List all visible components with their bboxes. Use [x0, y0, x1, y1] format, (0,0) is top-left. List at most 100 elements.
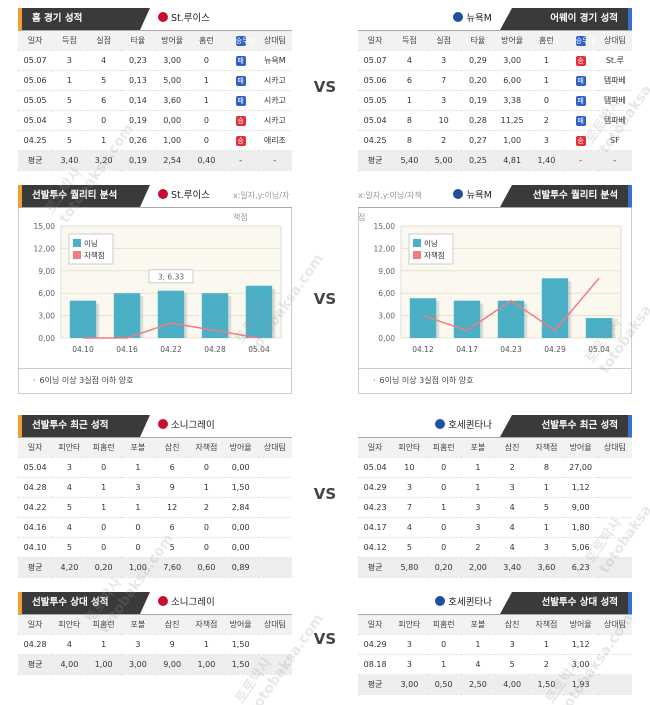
- table-cell: 자책점: [189, 438, 224, 458]
- table-cell: 04.29: [358, 634, 393, 655]
- legend-label: 이닝: [424, 238, 438, 248]
- result-icon: 패: [235, 75, 246, 86]
- table-cell: 3: [52, 50, 87, 71]
- table-row: 평균 4,20 0,20 1,00 7,60 0,60 0,89: [18, 557, 292, 578]
- table-cell: 2,50: [460, 674, 495, 695]
- table-cell: 승: [563, 130, 598, 151]
- bar: [541, 278, 569, 338]
- team-logo: [158, 12, 168, 22]
- table-cell: 애리조: [257, 130, 292, 151]
- team-name: 소니그레이: [171, 597, 215, 608]
- table-cell: 4: [86, 50, 121, 71]
- panel-header: 선발투수 퀄리티 분석 뉴욕M x:일자,y:이닝/자책점: [358, 185, 632, 222]
- x-tick-label: 05.04: [248, 345, 270, 354]
- table-cell: 3: [495, 477, 530, 498]
- table-cell: 2: [529, 110, 564, 131]
- result-icon: 승무패: [575, 35, 595, 46]
- table-cell: [257, 557, 292, 578]
- table-cell: 자책점: [529, 438, 564, 458]
- table-cell: 1,93: [563, 674, 598, 695]
- table-cell: [257, 457, 292, 478]
- table-cell: 1: [460, 457, 495, 478]
- table-cell: 1: [460, 477, 495, 498]
- table-cell: 04.25: [358, 130, 393, 151]
- table-row: 평균 5,80 0,20 2,00 3,40 3,60 6,23: [358, 557, 632, 578]
- table-cell: 4: [495, 497, 530, 518]
- table-row: 05.04 8 10 0,28 11,25 2 패 탬파베: [358, 110, 632, 131]
- table-cell: 3: [495, 634, 530, 655]
- team-logo: [453, 12, 464, 22]
- table-cell: [597, 634, 632, 655]
- table-cell: 삼진: [495, 615, 530, 635]
- x-tick-label: 04.28: [204, 345, 226, 354]
- table-cell: [597, 497, 632, 518]
- table-cell: 포볼: [460, 438, 495, 458]
- table-cell: 일자: [18, 31, 53, 51]
- table-cell: St.루: [597, 50, 632, 71]
- bar: [453, 300, 481, 338]
- team-logo: [435, 596, 446, 606]
- table-cell: 5,40: [392, 150, 427, 171]
- table-cell: 2,84: [223, 497, 258, 518]
- table-cell: 4: [52, 477, 87, 498]
- team-logo: [158, 189, 168, 199]
- y-tick-label: 3,00: [38, 312, 55, 321]
- panel: 선발투수 상대 성적 호세퀸타나 일자 피안타 피홈런 포볼 삼진 자책점 방어율 상대팀 04.2…: [358, 592, 632, 695]
- table-cell: -: [563, 150, 598, 171]
- table-cell: 0: [529, 90, 564, 111]
- table-cell: 1: [426, 497, 461, 518]
- x-tick-label: 04.17: [456, 345, 478, 354]
- panel-header: 선발투수 퀄리티 분석 St.루이스 x:일자,y:이닝/자책점: [18, 185, 292, 222]
- table-cell: 2: [460, 537, 495, 558]
- team-name: 호세퀸타나: [448, 420, 492, 431]
- table-cell: 4: [392, 50, 427, 71]
- table-cell: 3: [392, 477, 427, 498]
- panel-header: 홈 경기 성적 St.루이스: [18, 8, 292, 31]
- table-row: 일자 득점 실점 타율 방어율 홈런 승무패 상대팀: [358, 31, 632, 51]
- table-cell: 포볼: [120, 438, 155, 458]
- table-cell: 1: [460, 634, 495, 655]
- table-cell: 피안타: [392, 438, 427, 458]
- team-name: 뉴욕M: [466, 190, 492, 201]
- y-tick-label: 15,00: [34, 222, 56, 231]
- table-cell: 0: [189, 517, 224, 538]
- table-cell: 9,00: [155, 654, 190, 675]
- table-row: 일자 피안타 피홈런 포볼 삼진 자책점 방어율 상대팀: [358, 438, 632, 458]
- table-cell: 상대팀: [257, 615, 292, 635]
- table-cell: 상대팀: [257, 31, 292, 51]
- table-cell: 3,60: [529, 557, 564, 578]
- table-cell: 피홈런: [86, 438, 121, 458]
- table-cell: 1: [426, 654, 461, 675]
- table-cell: 1: [52, 70, 87, 91]
- table-cell: 1: [529, 50, 564, 71]
- y-tick-label: 12,00: [34, 244, 56, 253]
- table-cell: 4: [460, 654, 495, 675]
- table-cell: 2,00: [460, 557, 495, 578]
- table-cell: -: [223, 150, 258, 171]
- team-label: 호세퀸타나: [435, 415, 492, 437]
- table-row: 일자 득점 실점 타율 방어율 홈런 승무패 상대팀: [18, 31, 292, 51]
- team-logo: [435, 419, 446, 429]
- table-cell: 0,40: [189, 150, 224, 171]
- result-icon: 패: [575, 115, 586, 126]
- section-title: 홈 경기 성적: [18, 8, 150, 30]
- table-cell: 0,26: [120, 130, 155, 151]
- table-row: 05.06 1 5 0,13 5,00 1 패 시카고: [18, 70, 292, 91]
- table-cell: 05.04: [358, 457, 393, 478]
- table-cell: 1,12: [563, 634, 598, 655]
- table-cell: 1: [189, 477, 224, 498]
- table-cell: 1: [86, 634, 121, 655]
- line-series: [83, 322, 260, 339]
- table-row: 04.22 5 1 1 12 2 2,84: [18, 497, 292, 518]
- table-cell: 0,00: [155, 110, 190, 131]
- table-cell: 1,00: [120, 557, 155, 578]
- table-row: 평균 3,00 0,50 2,50 4,00 1,50 1,93: [358, 674, 632, 695]
- table-cell: 3,00: [120, 654, 155, 675]
- table-cell: 평균: [18, 654, 53, 675]
- table-cell: 05.04: [358, 110, 393, 131]
- legend-label: 자책점: [424, 250, 445, 260]
- table-cell: 9: [155, 477, 190, 498]
- table-cell: 5: [392, 537, 427, 558]
- table-cell: 0: [426, 517, 461, 538]
- table-cell: 0,89: [223, 557, 258, 578]
